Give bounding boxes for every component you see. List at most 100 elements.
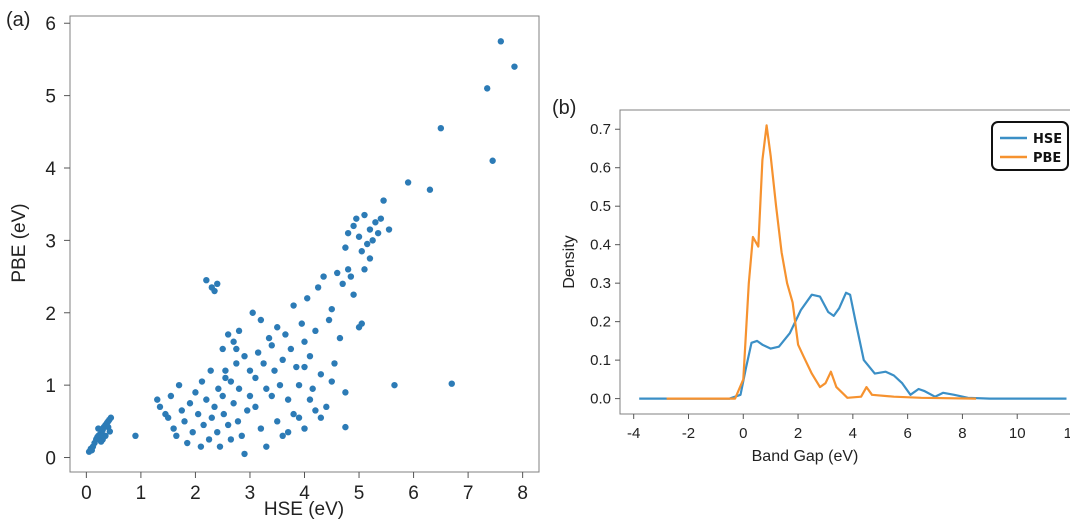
scatter-point <box>241 352 248 360</box>
panel-a-y-label: PBE (eV) <box>9 203 30 282</box>
scatter-point <box>372 219 379 226</box>
scatter-point <box>222 374 229 382</box>
panel-b-frame <box>619 109 1070 415</box>
scatter-point <box>175 381 183 389</box>
scatter-point <box>215 385 222 392</box>
scatter-point <box>200 421 207 429</box>
scatter-point <box>317 414 325 421</box>
scatter-point <box>374 229 382 237</box>
panel-a-x-ticks: 0 1 2 3 4 5 6 7 8 <box>81 472 528 504</box>
scatter-point <box>257 316 265 324</box>
panel-a-y-ticks: 0 1 2 3 4 5 6 <box>45 14 70 470</box>
scatter-point <box>214 428 221 436</box>
y-tick-label: 0.6 <box>590 160 611 177</box>
scatter-point <box>252 374 259 382</box>
scatter-point <box>301 425 308 432</box>
scatter-point <box>246 367 254 374</box>
scatter-point <box>295 414 303 421</box>
scatter-point <box>317 371 325 378</box>
scatter-point <box>265 334 273 342</box>
scatter-point <box>220 410 227 418</box>
x-tick-label: 1 <box>136 483 147 504</box>
scatter-point <box>287 345 295 353</box>
scatter-point <box>246 392 254 400</box>
scatter-point <box>219 392 226 400</box>
scatter-point <box>241 450 248 458</box>
scatter-point <box>320 273 327 280</box>
scatter-point <box>224 421 232 429</box>
scatter-point <box>268 392 275 400</box>
x-tick-label: 0 <box>739 425 747 442</box>
scatter-point <box>366 255 374 262</box>
x-tick-label: 6 <box>903 425 911 442</box>
x-tick-label: 2 <box>190 483 201 504</box>
scatter-point <box>279 356 286 364</box>
scatter-point <box>274 418 281 425</box>
scatter-point <box>203 396 210 403</box>
scatter-point <box>181 418 188 425</box>
scatter-point <box>263 385 270 392</box>
scatter-point <box>235 327 243 335</box>
scatter-point <box>366 226 374 233</box>
y-tick-label: 4 <box>45 159 56 180</box>
panel-a-frame <box>69 15 540 473</box>
scatter-point <box>276 381 284 389</box>
scatter-point <box>364 240 371 248</box>
scatter-point <box>214 280 221 288</box>
panel-b-y-label: Density <box>561 235 578 288</box>
y-tick-label: 0.3 <box>590 275 611 292</box>
y-tick-label: 3 <box>45 231 56 252</box>
scatter-point <box>342 423 349 431</box>
scatter-point <box>358 320 365 327</box>
scatter-point <box>186 400 194 407</box>
scatter-point <box>238 432 245 440</box>
scatter-point <box>233 360 240 367</box>
scatter-point <box>244 407 251 414</box>
scatter-point <box>97 438 105 445</box>
y-tick-label: 0.4 <box>590 237 611 254</box>
scatter-point <box>178 407 185 414</box>
scatter-point <box>361 266 368 273</box>
scatter-point <box>156 403 164 411</box>
scatter-point <box>192 389 199 396</box>
scatter-point <box>304 295 311 302</box>
y-tick-label: 0.2 <box>590 314 611 331</box>
panel-b: (b) -4-2024681012 0.00.10.20.30.40.50.60… <box>552 97 1070 465</box>
scatter-point <box>263 443 270 450</box>
scatter-point <box>295 381 303 389</box>
scatter-point <box>309 385 316 392</box>
y-tick-label: 1 <box>45 376 56 397</box>
scatter-point <box>314 284 322 291</box>
panel-b-label: (b) <box>552 97 576 119</box>
scatter-point <box>207 367 214 374</box>
scatter-point <box>222 367 229 374</box>
y-tick-label: 0 <box>45 449 56 470</box>
scatter-point <box>328 305 335 313</box>
y-tick-label: 6 <box>45 14 56 35</box>
scatter-point <box>106 428 114 435</box>
scatter-point <box>88 447 96 454</box>
x-tick-label: 5 <box>354 483 365 504</box>
scatter-point <box>235 385 243 392</box>
scatter-point <box>102 432 109 440</box>
scatter-point <box>325 316 333 324</box>
scatter-point <box>380 197 387 204</box>
scatter-point <box>342 389 349 396</box>
scatter-point <box>170 425 177 432</box>
scatter-point <box>198 378 206 385</box>
x-tick-label: -2 <box>682 425 695 442</box>
scatter-point <box>282 331 289 338</box>
y-tick-label: 0.7 <box>590 121 611 138</box>
scatter-point <box>132 432 139 440</box>
scatter-point <box>301 363 308 371</box>
scatter-point <box>489 157 496 164</box>
scatter-point <box>205 436 213 443</box>
scatter-point <box>203 276 210 284</box>
scatter-point <box>284 428 292 436</box>
scatter-point <box>211 287 218 295</box>
scatter-point <box>227 436 235 443</box>
scatter-point <box>208 414 215 421</box>
scatter-point <box>230 338 237 345</box>
x-tick-label: 6 <box>408 483 419 504</box>
scatter-point <box>483 85 491 92</box>
